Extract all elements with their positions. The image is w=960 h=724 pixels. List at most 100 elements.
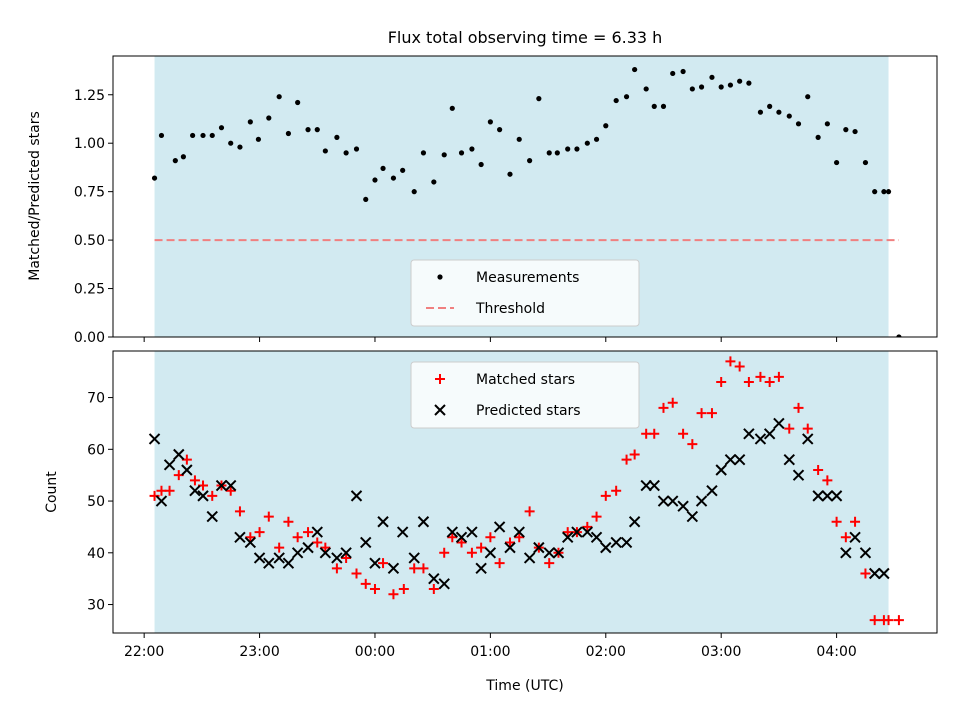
matched-star-point — [813, 465, 824, 476]
legend-measurement-marker — [437, 274, 443, 280]
measurement-point — [276, 94, 282, 100]
predicted-star-point — [350, 490, 363, 502]
measurement-point — [458, 150, 465, 156]
predicted-star-point — [455, 531, 468, 543]
predicted-star-point — [600, 541, 612, 554]
bottom-panel: 30 40 50 60 70 22:00 23:00 00:00 01:00 02:00 03:00… — [87, 350, 938, 660]
predicted-star-point — [181, 464, 193, 476]
measurement-point — [881, 189, 887, 195]
matched-star-point — [274, 542, 285, 553]
predicted-star-point — [840, 547, 852, 559]
predicted-star-point — [244, 536, 257, 549]
predicted-star-point — [533, 541, 545, 554]
matched-star-point — [582, 521, 593, 532]
predicted-star-point — [466, 526, 478, 538]
predicted-star-point — [648, 479, 660, 492]
legend-box — [410, 361, 640, 429]
predicted-star-point — [493, 521, 506, 533]
plot-area — [148, 356, 904, 626]
measurement-point — [833, 159, 840, 166]
measurement-point — [322, 148, 328, 154]
x-tick-label: 23:00 — [239, 644, 279, 660]
predicted-star-point — [377, 516, 389, 528]
predicted-star-point — [369, 557, 381, 569]
predicted-star-point — [686, 510, 699, 523]
y-tick-label: 1.00 — [74, 136, 105, 152]
predicted-star-point — [263, 557, 275, 569]
bottom-y-axis-label: Count — [44, 471, 60, 513]
measurement-point — [343, 150, 349, 156]
predicted-star-point — [206, 510, 218, 523]
measurement-point — [420, 150, 427, 156]
measurement-point — [795, 121, 802, 127]
predicted-star-point — [859, 547, 872, 559]
predicted-star-point — [225, 479, 237, 492]
measurement-point — [266, 115, 272, 121]
measurement-point — [815, 134, 821, 140]
measurement-point — [380, 165, 386, 171]
predicted-star-point — [610, 536, 622, 549]
measurement-point — [478, 161, 484, 168]
measurement-point — [767, 103, 773, 109]
predicted-star-point — [446, 526, 459, 538]
predicted-star-point — [783, 453, 795, 466]
matched-star-point — [784, 423, 795, 434]
matched-star-point — [485, 532, 496, 543]
legend-matched-marker — [435, 374, 445, 384]
matched-star-point — [883, 615, 894, 626]
measurement-point — [314, 127, 320, 133]
matched-star-point — [303, 527, 314, 538]
plot-area — [151, 66, 902, 337]
measurement-point — [285, 130, 292, 137]
predicted-star-point — [620, 536, 633, 549]
matched-star-point — [341, 552, 352, 563]
measurement-point — [209, 132, 215, 139]
matched-star-point — [822, 475, 833, 486]
measurement-point — [718, 84, 724, 90]
predicted-star-point — [830, 490, 843, 502]
matched-star-point — [687, 439, 698, 450]
measurement-point — [527, 158, 533, 164]
measurement-point — [786, 113, 792, 119]
predicted-star-point — [523, 552, 536, 564]
matched-star-point — [225, 485, 236, 496]
predicted-star-point — [581, 526, 594, 538]
predicted-star-point — [667, 495, 679, 507]
predicted-star-point — [173, 448, 185, 461]
predicted-star-point — [657, 495, 670, 507]
matched-star-point — [773, 371, 784, 382]
matched-star-point — [860, 568, 871, 579]
y-tick-label: 0.50 — [74, 233, 105, 249]
predicted-star-point — [340, 547, 352, 559]
measurement-point — [400, 167, 406, 173]
predicted-star-point — [189, 484, 201, 497]
measurement-point — [885, 189, 892, 195]
x-tick-label: 04:00 — [816, 644, 856, 660]
matched-star-point — [504, 537, 515, 548]
measurement-point — [237, 144, 243, 150]
measurement-point — [218, 125, 225, 131]
x-tick-label: 22:00 — [124, 644, 164, 660]
legend-label: Measurements — [476, 270, 579, 286]
predicted-star-point — [163, 459, 176, 471]
top-legend: Measurements Threshold — [410, 259, 640, 327]
legend-predicted-marker — [434, 404, 446, 416]
measurement-point — [295, 99, 301, 106]
y-tick-label: 60 — [87, 442, 105, 458]
matched-star-point — [439, 547, 450, 558]
measurement-point — [449, 105, 455, 111]
matched-star-point — [360, 578, 371, 589]
measurement-point — [757, 109, 764, 115]
matched-star-point — [207, 490, 218, 501]
predicted-star-point — [878, 567, 890, 580]
matched-star-point — [600, 490, 611, 501]
matched-star-point — [658, 402, 669, 413]
bottom-legend: Matched stars Predicted stars — [410, 361, 640, 429]
matched-star-point — [312, 537, 323, 548]
measurement-point — [151, 175, 158, 181]
matched-star-point — [562, 527, 573, 538]
legend-box — [410, 259, 640, 327]
predicted-star-point — [763, 428, 776, 440]
matched-star-point — [164, 485, 175, 496]
